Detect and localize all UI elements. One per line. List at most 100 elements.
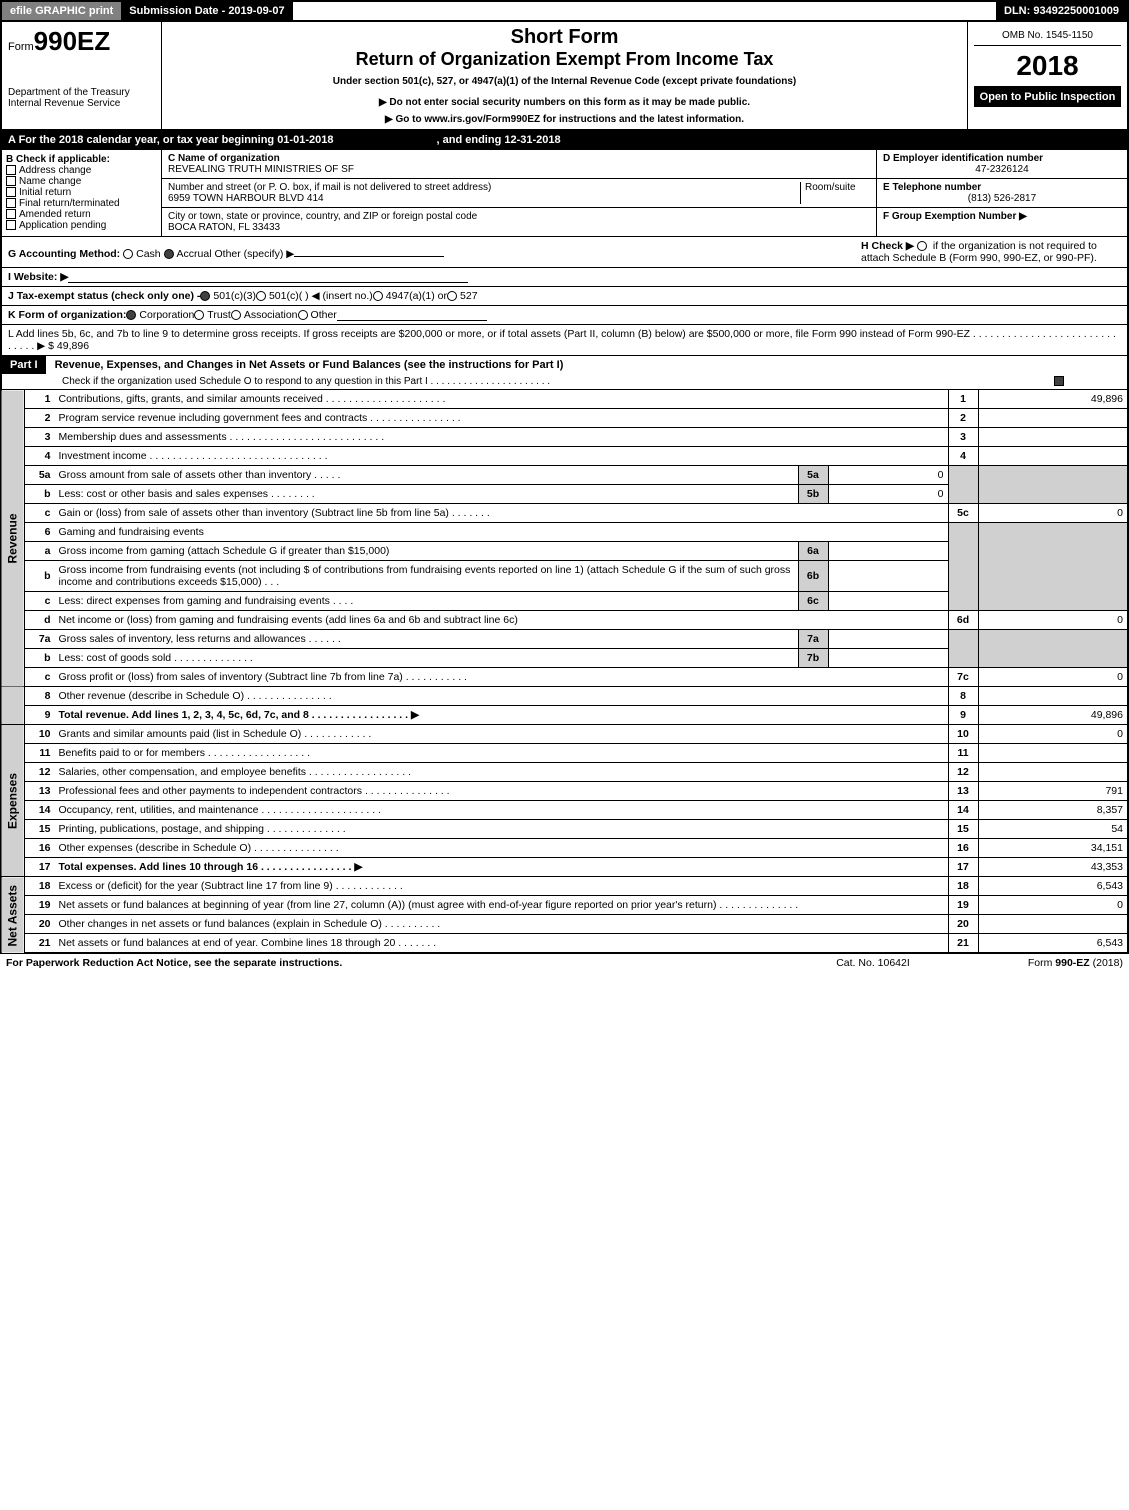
j-527-check[interactable] (447, 291, 457, 301)
r8-d: Other revenue (describe in Schedule O) .… (55, 687, 949, 706)
row-18: Net Assets18Excess or (deficit) for the … (1, 877, 1128, 896)
d-ein-row: D Employer identification number 47-2326… (877, 150, 1127, 179)
r5a-sn: 5a (798, 466, 828, 485)
efile-label[interactable]: efile GRAPHIC print (2, 2, 121, 20)
r13-d: Professional fees and other payments to … (55, 782, 949, 801)
irs-label: Internal Revenue Service (8, 98, 155, 109)
c-name-label: C Name of organization (168, 153, 870, 164)
r8-v (978, 687, 1128, 706)
r7a-sv (828, 630, 948, 649)
j-label: J Tax-exempt status (check only one) - (8, 290, 200, 302)
j-501c3-check[interactable] (200, 291, 210, 301)
r20-ln: 20 (948, 915, 978, 934)
r2-d: Program service revenue including govern… (55, 409, 949, 428)
ssn-warning: ▶ Do not enter social security numbers o… (168, 97, 961, 108)
r19-d: Net assets or fund balances at beginning… (55, 896, 949, 915)
r5-shade-ln (948, 466, 978, 504)
r5b-n: b (25, 485, 55, 504)
c-street-label: Number and street (or P. O. box, if mail… (168, 182, 800, 193)
j-4947: 4947(a)(1) or (386, 290, 447, 302)
c-street-row: Number and street (or P. O. box, if mail… (162, 179, 876, 208)
r3-v (978, 428, 1128, 447)
r9-d: Total revenue. Add lines 1, 2, 3, 4, 5c,… (55, 706, 949, 725)
r3-n: 3 (25, 428, 55, 447)
r6-shade-ln (948, 523, 978, 611)
d-phone-label: E Telephone number (883, 182, 1121, 193)
row-16: 16Other expenses (describe in Schedule O… (1, 839, 1128, 858)
b-item-0[interactable]: Address change (6, 165, 157, 176)
line-j: J Tax-exempt status (check only one) - 5… (0, 287, 1129, 306)
h-checkbox[interactable] (917, 241, 927, 251)
b-item-2[interactable]: Initial return (6, 187, 157, 198)
r16-ln: 16 (948, 839, 978, 858)
h-label: H Check ▶ (861, 240, 914, 252)
row-6d: dNet income or (loss) from gaming and fu… (1, 611, 1128, 630)
r7-shade-ln (948, 630, 978, 668)
b-item-1[interactable]: Name change (6, 176, 157, 187)
side-blank-rev (1, 687, 25, 725)
r7a-d: Gross sales of inventory, less returns a… (55, 630, 799, 649)
j-501c-check[interactable] (256, 291, 266, 301)
part-1-header: Part I Revenue, Expenses, and Changes in… (0, 356, 1129, 390)
dept-treasury: Department of the Treasury (8, 87, 155, 98)
form-number: Form990EZ (8, 26, 155, 57)
b-item-4[interactable]: Amended return (6, 209, 157, 220)
goto-link[interactable]: ▶ Go to www.irs.gov/Form990EZ for instru… (168, 114, 961, 125)
k-assoc: Association (244, 309, 298, 321)
part-1-checkbox[interactable] (1054, 376, 1064, 386)
b-item-0-label: Address change (19, 165, 91, 176)
r5a-n: 5a (25, 466, 55, 485)
row-15: 15Printing, publications, postage, and s… (1, 820, 1128, 839)
r7a-n: 7a (25, 630, 55, 649)
r5b-sn: 5b (798, 485, 828, 504)
k-corp-check[interactable] (126, 310, 136, 320)
r6c-sn: 6c (798, 592, 828, 611)
g-accrual-check[interactable] (164, 249, 174, 259)
r12-n: 12 (25, 763, 55, 782)
k-other: Other (311, 309, 337, 321)
r5-shade-v (978, 466, 1128, 504)
r6c-d: Less: direct expenses from gaming and fu… (55, 592, 799, 611)
line-i: I Website: ▶ (0, 268, 1129, 287)
r6d-d: Net income or (loss) from gaming and fun… (55, 611, 949, 630)
r20-d: Other changes in net assets or fund bala… (55, 915, 949, 934)
r19-n: 19 (25, 896, 55, 915)
right-header-block: OMB No. 1545-1150 2018 Open to Public In… (967, 22, 1127, 129)
g-cash-check[interactable] (123, 249, 133, 259)
main-title: Return of Organization Exempt From Incom… (168, 49, 961, 70)
r6a-n: a (25, 542, 55, 561)
r16-d: Other expenses (describe in Schedule O) … (55, 839, 949, 858)
r13-n: 13 (25, 782, 55, 801)
form-header: Form990EZ Department of the Treasury Int… (0, 22, 1129, 130)
org-name: REVEALING TRUTH MINISTRIES OF SF (168, 164, 870, 175)
r5c-ln: 5c (948, 504, 978, 523)
r2-n: 2 (25, 409, 55, 428)
k-other-line[interactable] (337, 309, 487, 321)
j-4947-check[interactable] (373, 291, 383, 301)
k-trust-check[interactable] (194, 310, 204, 320)
form-number-text: 990EZ (34, 26, 111, 56)
k-other-check[interactable] (298, 310, 308, 320)
b-item-3-label: Final return/terminated (19, 198, 120, 209)
page-footer: For Paperwork Reduction Act Notice, see … (0, 954, 1129, 972)
r7c-d: Gross profit or (loss) from sales of inv… (55, 668, 949, 687)
r17-d: Total expenses. Add lines 10 through 16 … (55, 858, 949, 877)
k-assoc-check[interactable] (231, 310, 241, 320)
r5b-sv: 0 (828, 485, 948, 504)
r6a-d: Gross income from gaming (attach Schedul… (55, 542, 799, 561)
g-other-line[interactable] (294, 245, 444, 257)
l-text: L Add lines 5b, 6c, and 7b to line 9 to … (8, 328, 1121, 352)
row-10: Expenses10Grants and similar amounts pai… (1, 725, 1128, 744)
r5b-d: Less: cost or other basis and sales expe… (55, 485, 799, 504)
b-item-3[interactable]: Final return/terminated (6, 198, 157, 209)
r10-d: Grants and similar amounts paid (list in… (55, 725, 949, 744)
r13-ln: 13 (948, 782, 978, 801)
r19-v: 0 (978, 896, 1128, 915)
r4-d: Investment income . . . . . . . . . . . … (55, 447, 949, 466)
website-input[interactable] (68, 271, 468, 283)
r6b-sn: 6b (798, 561, 828, 592)
part-1-label: Part I (2, 356, 46, 374)
row-12: 12Salaries, other compensation, and empl… (1, 763, 1128, 782)
b-item-5[interactable]: Application pending (6, 220, 157, 231)
r21-n: 21 (25, 934, 55, 954)
